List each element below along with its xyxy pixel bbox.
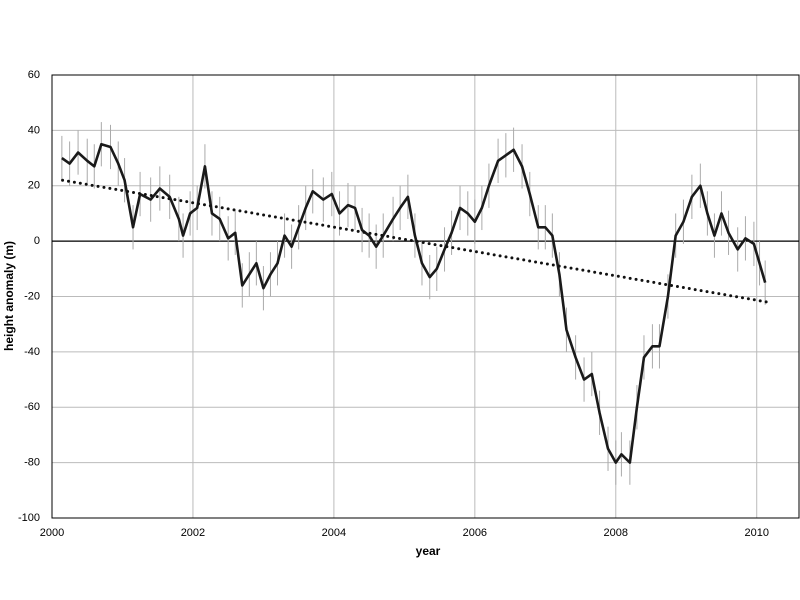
x-tick-label: 2008 <box>604 527 628 539</box>
y-tick-label: 20 <box>28 180 40 192</box>
trend-line <box>61 178 769 304</box>
y-tick-label: 60 <box>28 69 40 81</box>
x-tick-label: 2010 <box>744 527 768 539</box>
y-axis-label: height anomaly (m) <box>2 241 16 351</box>
y-tick-label: -20 <box>24 290 40 302</box>
plot-frame <box>51 74 800 519</box>
x-tick-label: 2006 <box>463 527 487 539</box>
y-tick-label: -60 <box>24 401 40 413</box>
x-axis-label: year <box>416 544 441 558</box>
y-tick-label: -40 <box>24 346 40 358</box>
y-tick-label: 40 <box>28 124 40 136</box>
x-tick-label: 2004 <box>322 527 346 539</box>
data-line <box>61 142 767 464</box>
y-tick-label: -80 <box>24 457 40 469</box>
y-tick-label: -100 <box>18 512 40 524</box>
x-tick-label: 2000 <box>40 527 64 539</box>
y-tick-label: 0 <box>34 235 40 247</box>
x-tick-label: 2002 <box>181 527 205 539</box>
